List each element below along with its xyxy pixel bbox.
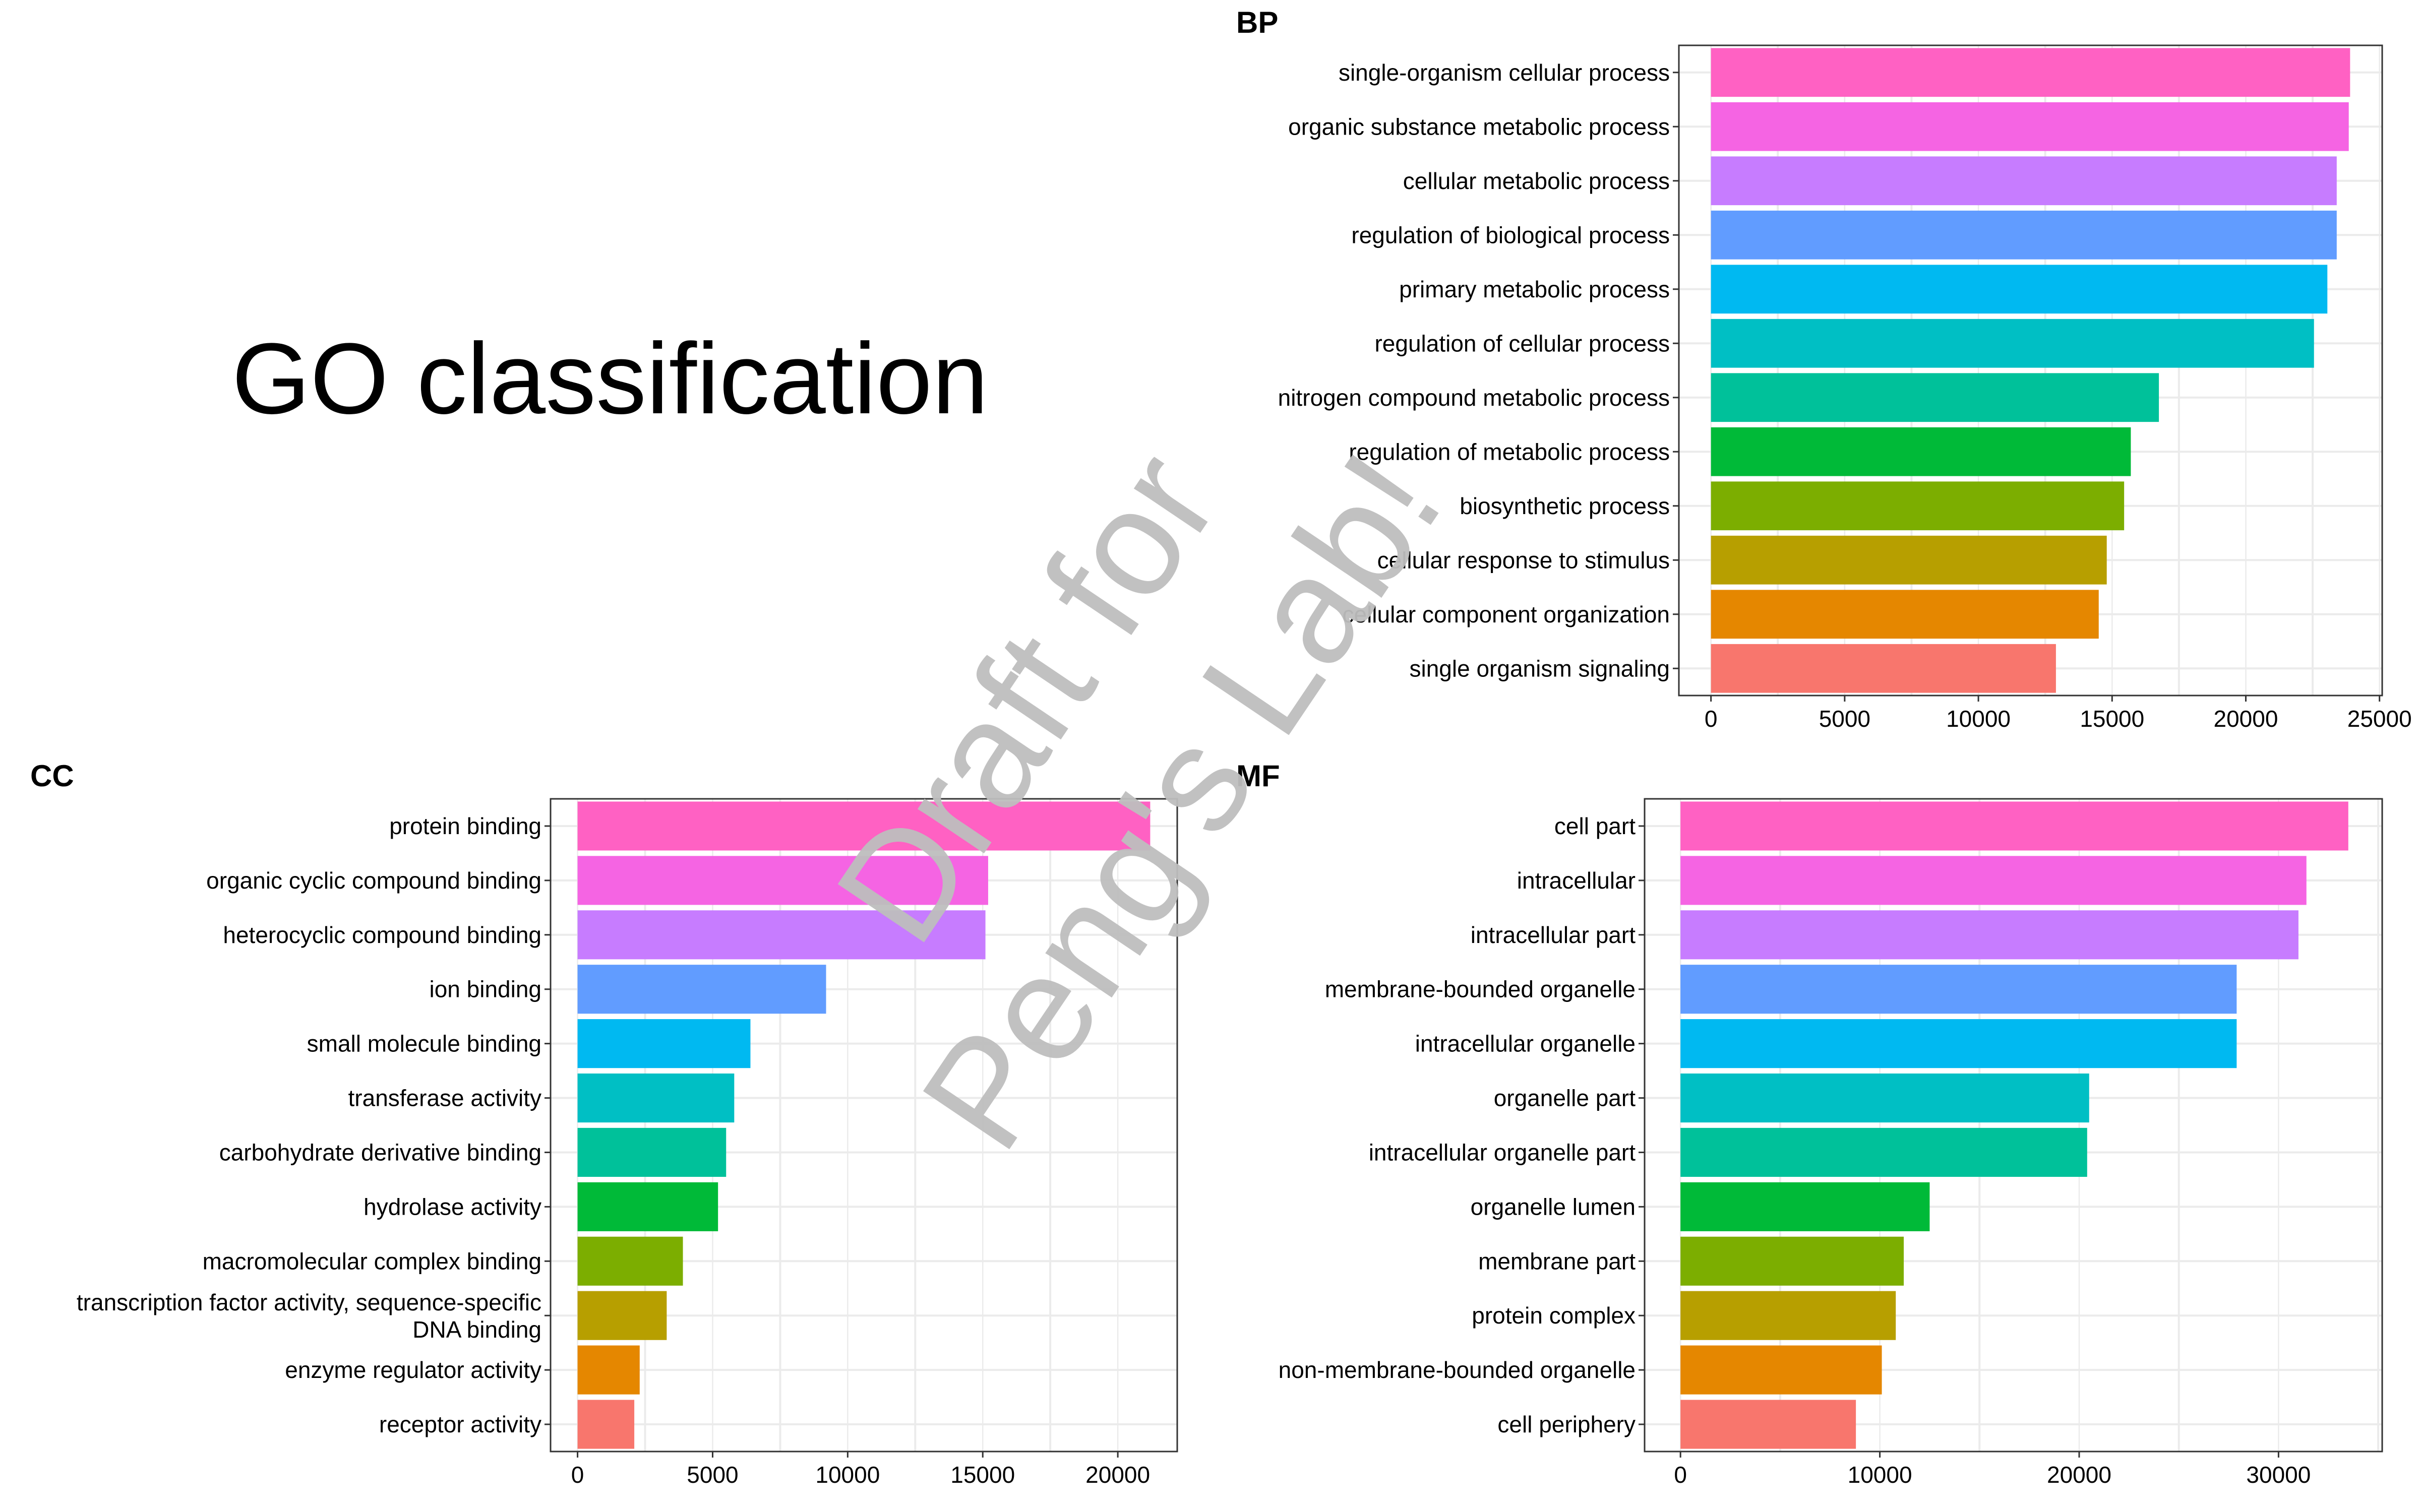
mf-bar (1680, 1291, 1896, 1340)
cc-category-label: macromolecular complex binding (203, 1248, 541, 1274)
cc-x-tick-label: 15000 (950, 1462, 1015, 1488)
mf-category-label: cell part (1554, 813, 1636, 839)
mf-panel-title: MF (1236, 759, 1280, 793)
cc-category-label: receptor activity (379, 1411, 541, 1437)
bp-x-tick-label: 15000 (2080, 706, 2144, 732)
bp-category-label: regulation of metabolic process (1349, 438, 1670, 465)
cc-category-label: transcription factor activity, sequence-… (77, 1289, 541, 1343)
bp-category-label: organic substance metabolic process (1288, 113, 1670, 140)
mf-bar (1680, 1019, 2237, 1068)
bp-bar (1711, 210, 2337, 260)
cc-x-tick-label: 20000 (1085, 1462, 1150, 1488)
mf-category-label: membrane part (1478, 1248, 1636, 1274)
cc-bar (577, 1019, 751, 1068)
figure-title: GO classification (232, 323, 989, 435)
bp-category-label: cellular metabolic process (1403, 168, 1670, 194)
cc-bar (577, 1400, 635, 1449)
cc-category-label: transferase activity (348, 1085, 541, 1111)
bp-bar (1711, 373, 2159, 422)
cc-bar (577, 1127, 727, 1177)
mf-x-tick-label: 20000 (2047, 1462, 2111, 1488)
cc-category-label: ion binding (429, 976, 541, 1002)
cc-bar (577, 910, 986, 960)
bp-panel-title: BP (1236, 6, 1278, 39)
bp-bar (1711, 481, 2125, 531)
mf-category-label: organelle part (1494, 1085, 1636, 1111)
bp-category-label: cellular response to stimulus (1377, 547, 1670, 573)
cc-category-label: heterocyclic compound binding (223, 922, 541, 948)
cc-category-label: enzyme regulator activity (285, 1357, 541, 1383)
cc-category-label: carbohydrate derivative binding (219, 1139, 541, 1165)
bp-x-tick-label: 25000 (2347, 706, 2412, 732)
bp-bar (1711, 102, 2349, 151)
bp-category-label: single-organism cellular process (1339, 59, 1670, 86)
bp-bar (1711, 319, 2314, 368)
cc-panel-border (550, 798, 1178, 1453)
mf-bar (1680, 801, 2348, 851)
cc-bar (577, 1182, 718, 1231)
mf-category-label: organelle lumen (1471, 1193, 1636, 1220)
bp-bar (1711, 535, 2107, 585)
cc-bar (577, 1345, 640, 1395)
cc-bar (577, 965, 826, 1014)
bp-bar (1711, 48, 2350, 97)
mf-bar (1680, 1182, 1930, 1231)
mf-bar (1680, 910, 2298, 960)
mf-bar (1680, 856, 2307, 905)
bp-category-label: nitrogen compound metabolic process (1278, 385, 1670, 411)
cc-category-label: organic cyclic compound binding (206, 867, 541, 894)
mf-panel: MF cell part intracellular intracellular pa… (1236, 759, 2383, 1488)
bp-category-label: regulation of biological process (1351, 222, 1670, 248)
mf-bar (1680, 1127, 2087, 1177)
bp-bar (1711, 427, 2131, 476)
cc-x-tick-label: 0 (571, 1462, 584, 1488)
cc-panel: CC protein binding organic cyclic compound… (30, 759, 1178, 1488)
bp-category-label: cellular component organization (1342, 601, 1670, 627)
bp-x-tick-label: 20000 (2214, 706, 2278, 732)
bp-category-label: biosynthetic process (1460, 493, 1670, 519)
mf-x-tick-label: 0 (1674, 1462, 1687, 1488)
bp-panel-border (1678, 44, 2383, 697)
cc-bar (577, 1073, 735, 1123)
bp-bar (1711, 644, 2056, 693)
mf-x-tick-label: 30000 (2246, 1462, 2311, 1488)
mf-panel-border (1644, 798, 2383, 1453)
mf-x-tick-label: 10000 (1848, 1462, 1912, 1488)
mf-bar (1680, 1073, 2089, 1123)
bp-bar (1711, 156, 2337, 206)
bp-bar (1711, 265, 2328, 314)
mf-category-label: protein complex (1472, 1302, 1636, 1329)
bp-x-tick-label: 0 (1705, 706, 1718, 732)
cc-category-label: protein binding (389, 813, 541, 839)
mf-bar (1680, 965, 2237, 1014)
cc-bar (577, 856, 988, 905)
cc-bar (577, 1236, 683, 1286)
mf-category-label: membrane-bounded organelle (1325, 976, 1636, 1002)
mf-category-label: intracellular organelle part (1369, 1139, 1636, 1165)
cc-panel-title: CC (30, 759, 74, 793)
cc-x-tick-label: 10000 (815, 1462, 880, 1488)
mf-bar (1680, 1345, 1882, 1395)
mf-bar (1680, 1400, 1856, 1449)
mf-category-label: intracellular organelle (1415, 1031, 1636, 1057)
cc-x-tick-label: 5000 (687, 1462, 738, 1488)
cc-category-label: small molecule binding (307, 1031, 541, 1057)
bp-bar (1711, 590, 2099, 639)
bp-category-label: single organism signaling (1409, 655, 1670, 681)
bp-x-tick-label: 5000 (1819, 706, 1870, 732)
bp-category-label: regulation of cellular process (1374, 330, 1670, 356)
mf-category-label: non-membrane-bounded organelle (1279, 1357, 1636, 1383)
mf-category-label: intracellular part (1471, 922, 1636, 948)
mf-category-label: cell periphery (1497, 1411, 1636, 1437)
mf-category-label: intracellular (1517, 867, 1636, 894)
cc-bar (577, 1291, 667, 1340)
cc-category-label: hydrolase activity (364, 1193, 541, 1220)
cc-bar (577, 801, 1151, 851)
chart-panels: BP single-organism cellular process organi… (30, 6, 2412, 1488)
mf-bar (1680, 1236, 1904, 1286)
bp-x-tick-label: 10000 (1946, 706, 2011, 732)
bp-panel: BP single-organism cellular process organi… (1236, 6, 2412, 732)
bp-category-label: primary metabolic process (1399, 276, 1670, 302)
